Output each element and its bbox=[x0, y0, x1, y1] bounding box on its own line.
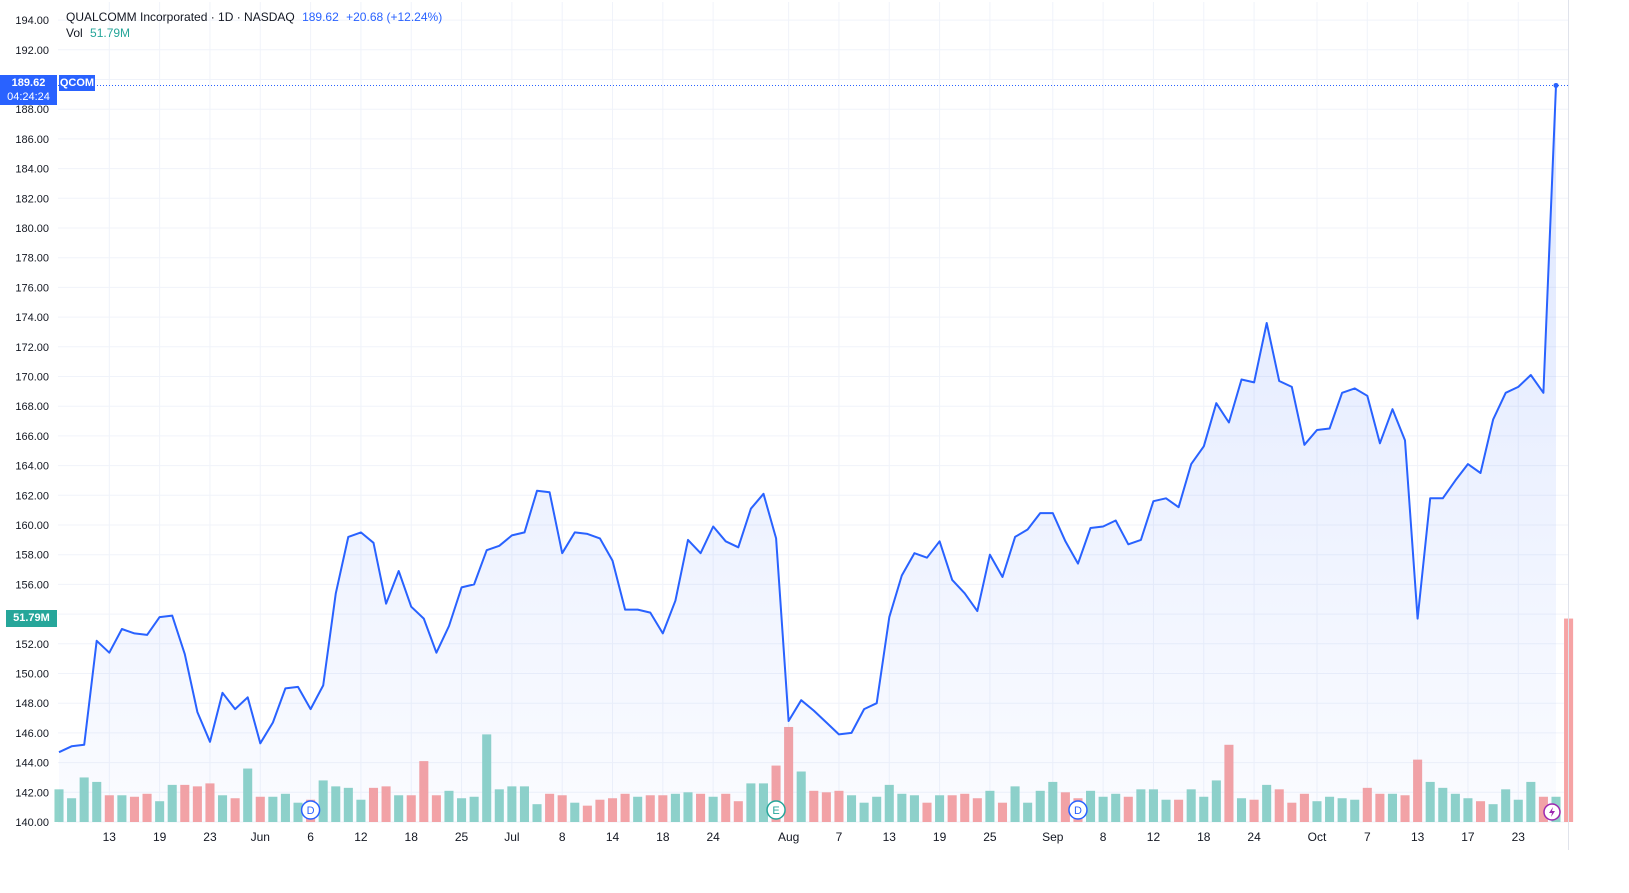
volume-badge: 51.79M bbox=[6, 610, 57, 627]
y-tick-label: 164.00 bbox=[15, 461, 49, 473]
y-tick-label: 156.00 bbox=[15, 579, 49, 591]
last-price-dot bbox=[1553, 82, 1559, 88]
y-tick-label: 174.00 bbox=[15, 312, 49, 324]
y-tick-label: 188.00 bbox=[15, 104, 49, 116]
x-tick-label: 24 bbox=[706, 830, 720, 844]
legend-vol-label: Vol bbox=[66, 26, 83, 40]
y-tick-label: 186.00 bbox=[15, 134, 49, 146]
x-tick-label: Jul bbox=[504, 830, 519, 844]
x-tick-label: 14 bbox=[606, 830, 620, 844]
y-tick-label: 170.00 bbox=[15, 372, 49, 384]
x-tick-label: 8 bbox=[559, 830, 566, 844]
earnings-marker-letter: E bbox=[772, 805, 779, 817]
last-price-badge: 189.62 04:24:24 bbox=[0, 75, 57, 105]
x-tick-label: 24 bbox=[1247, 830, 1261, 844]
y-tick-label: 176.00 bbox=[15, 282, 49, 294]
y-tick-label: 172.00 bbox=[15, 342, 49, 354]
y-tick-label: 194.00 bbox=[15, 15, 49, 27]
x-tick-label: 6 bbox=[307, 830, 314, 844]
legend-vol-value: 51.79M bbox=[90, 26, 131, 40]
x-tick-label: 25 bbox=[455, 830, 469, 844]
y-tick-label: 192.00 bbox=[15, 45, 49, 57]
x-tick-label: 13 bbox=[103, 830, 117, 844]
y-tick-label: 144.00 bbox=[15, 758, 49, 770]
chart-legend: QUALCOMM Incorporated · 1D · NASDAQ 189.… bbox=[66, 9, 442, 41]
x-tick-label: 12 bbox=[1147, 830, 1161, 844]
y-tick-label: 178.00 bbox=[15, 253, 49, 265]
x-tick-label: Aug bbox=[778, 830, 799, 844]
x-tick-label: 18 bbox=[656, 830, 670, 844]
y-tick-label: 184.00 bbox=[15, 164, 49, 176]
last-price-value: 189.62 bbox=[11, 77, 46, 89]
y-tick-label: 146.00 bbox=[15, 728, 49, 740]
price-area-fill bbox=[59, 85, 1556, 822]
y-tick-label: 180.00 bbox=[15, 223, 49, 235]
x-tick-label: 19 bbox=[933, 830, 947, 844]
dividend-marker-letter: D bbox=[1074, 805, 1082, 817]
dividend-marker-letter: D bbox=[307, 805, 315, 817]
x-tick-label: 17 bbox=[1461, 830, 1475, 844]
x-tick-label: 18 bbox=[405, 830, 419, 844]
ticker-badge: QCOM bbox=[59, 75, 95, 91]
legend-symbol-row: QUALCOMM Incorporated · 1D · NASDAQ 189.… bbox=[66, 9, 442, 25]
y-tick-label: 168.00 bbox=[15, 401, 49, 413]
legend-change: +20.68 (+12.24%) bbox=[346, 10, 443, 24]
y-tick-label: 142.00 bbox=[15, 787, 49, 799]
y-tick-label: 166.00 bbox=[15, 431, 49, 443]
x-tick-label: Sep bbox=[1042, 830, 1064, 844]
dividend-marker[interactable] bbox=[300, 800, 321, 820]
x-tick-label: Oct bbox=[1308, 830, 1327, 844]
x-tick-label: 8 bbox=[1100, 830, 1107, 844]
x-tick-label: 13 bbox=[883, 830, 897, 844]
x-tick-label: 13 bbox=[1411, 830, 1425, 844]
x-tick-label: 23 bbox=[203, 830, 217, 844]
x-tick-label: 19 bbox=[153, 830, 167, 844]
dividend-marker[interactable] bbox=[1068, 800, 1088, 820]
y-tick-label: 148.00 bbox=[15, 698, 49, 710]
x-tick-label: 7 bbox=[836, 830, 843, 844]
y-tick-label: 160.00 bbox=[15, 520, 49, 532]
legend-volume-row: Vol 51.79M bbox=[66, 25, 442, 41]
x-tick-label: 12 bbox=[354, 830, 368, 844]
y-tick-label: 140.00 bbox=[15, 817, 49, 829]
y-tick-label: 182.00 bbox=[15, 193, 49, 205]
y-tick-label: 158.00 bbox=[15, 550, 49, 562]
y-tick-label: 152.00 bbox=[15, 639, 49, 651]
x-tick-label: 18 bbox=[1197, 830, 1211, 844]
earnings-marker[interactable] bbox=[766, 800, 786, 820]
y-tick-label: 150.00 bbox=[15, 669, 49, 681]
countdown-timer: 04:24:24 bbox=[7, 91, 50, 103]
x-tick-label: 7 bbox=[1364, 830, 1371, 844]
volume-badge-value: 51.79M bbox=[13, 612, 50, 624]
y-tick-label: 162.00 bbox=[15, 490, 49, 502]
ticker-label: QCOM bbox=[59, 77, 95, 89]
legend-price: 189.62 bbox=[302, 10, 339, 24]
x-tick-label: Jun bbox=[251, 830, 270, 844]
legend-symbol: QUALCOMM Incorporated · 1D · NASDAQ bbox=[66, 10, 295, 24]
x-tick-label: 23 bbox=[1512, 830, 1526, 844]
x-tick-label: 25 bbox=[983, 830, 997, 844]
lightning-icon-glyph bbox=[1549, 807, 1555, 817]
price-line bbox=[58, 85, 1557, 754]
